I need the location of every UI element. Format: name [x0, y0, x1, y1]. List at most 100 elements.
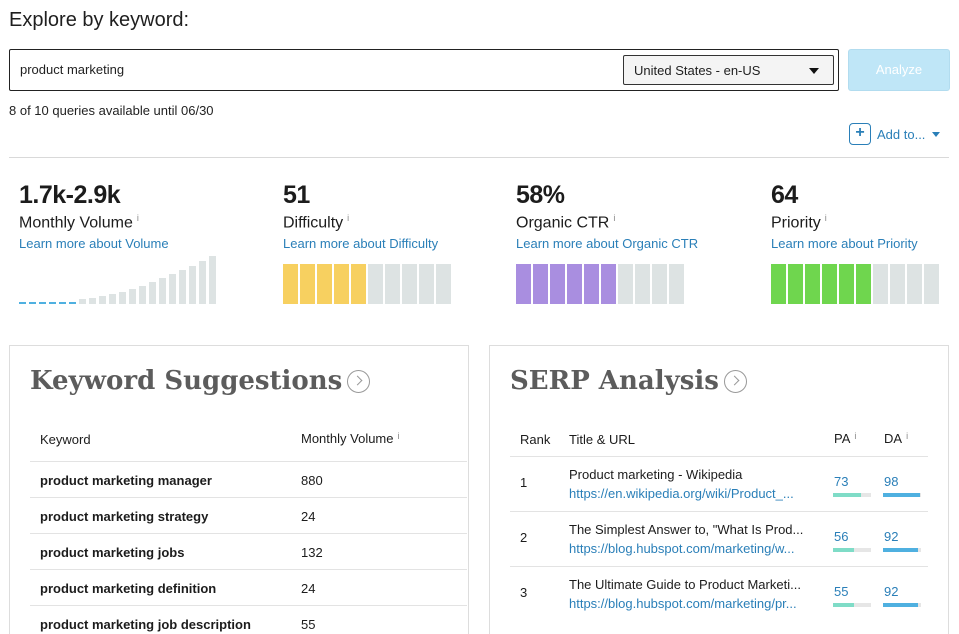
result-url-link[interactable]: https://en.wikipedia.org/wiki/Product_..…	[569, 486, 794, 501]
col-monthly-volume[interactable]: Monthly Volume i	[301, 431, 400, 446]
analyze-button[interactable]: Analyze	[848, 49, 950, 91]
table-row[interactable]: product marketing strategy 24	[30, 497, 467, 533]
meter-segment	[601, 264, 616, 304]
keyword-suggestions-panel: Keyword Suggestions Keyword Monthly Volu…	[9, 345, 469, 634]
table-row: 2 The Simplest Answer to, "What Is Prod..…	[510, 511, 928, 566]
da-value-link[interactable]: 92	[884, 584, 899, 599]
rank-cell: 3	[520, 585, 528, 600]
volume-bar	[19, 302, 26, 304]
metric-value: 51	[283, 181, 310, 209]
volume-cell: 880	[301, 473, 323, 488]
volume-bar	[119, 291, 126, 304]
pa-value-link[interactable]: 55	[834, 584, 849, 599]
volume-cell: 24	[301, 581, 316, 596]
result-title: Product marketing - Wikipedia	[569, 467, 743, 482]
col-keyword[interactable]: Keyword	[40, 432, 91, 447]
panel-title-text: SERP Analysis	[510, 366, 719, 396]
col-da[interactable]: DA i	[884, 431, 908, 446]
meter-segment	[839, 264, 854, 304]
chevron-down-icon	[932, 131, 941, 137]
plus-icon: +	[849, 123, 871, 145]
ctr-meter	[516, 264, 684, 304]
info-icon[interactable]: i	[906, 431, 909, 441]
chevron-right-circle-icon[interactable]	[347, 369, 371, 393]
learn-more-ctr-link[interactable]: Learn more about Organic CTR	[516, 236, 699, 252]
rank-cell: 2	[520, 530, 528, 545]
table-row[interactable]: product marketing jobs 132	[30, 533, 467, 569]
learn-more-volume-link[interactable]: Learn more about Volume	[19, 236, 169, 252]
keyword-cell[interactable]: product marketing strategy	[40, 509, 209, 524]
meter-segment	[516, 264, 531, 304]
col-label: DA	[884, 431, 903, 446]
meter-segment	[584, 264, 599, 304]
metric-difficulty: 51 Difficulty i Learn more about Difficul…	[283, 181, 438, 251]
keyword-cell[interactable]: product marketing job description	[40, 617, 251, 632]
chevron-down-icon	[809, 68, 819, 74]
info-icon[interactable]: i	[613, 213, 616, 223]
meter-segment	[436, 264, 451, 304]
volume-bar	[179, 270, 186, 304]
table-row[interactable]: product marketing job description 55	[30, 605, 467, 634]
volume-bar	[99, 296, 106, 304]
volume-bar	[169, 274, 176, 304]
learn-more-difficulty-link[interactable]: Learn more about Difficulty	[283, 236, 439, 252]
col-label: PA	[834, 431, 851, 446]
serp-analysis-title[interactable]: SERP Analysis	[510, 366, 747, 396]
volume-bar	[79, 299, 86, 304]
volume-bar	[129, 288, 136, 304]
volume-bar	[199, 260, 206, 304]
da-bar-fill	[883, 548, 918, 552]
meter-segment	[822, 264, 837, 304]
volume-bar	[89, 298, 96, 304]
info-icon[interactable]: i	[854, 431, 857, 441]
meter-segment	[652, 264, 667, 304]
table-row[interactable]: product marketing manager 880	[30, 461, 467, 497]
meter-segment	[669, 264, 684, 304]
meter-segment	[351, 264, 366, 304]
table-row: 3 The Ultimate Guide to Product Marketi..…	[510, 566, 928, 621]
panel-title-text: Keyword Suggestions	[30, 366, 343, 396]
da-bar-fill	[883, 603, 918, 607]
result-url-link[interactable]: https://blog.hubspot.com/marketing/pr...	[569, 596, 797, 611]
info-icon[interactable]: i	[824, 213, 827, 223]
volume-bar	[59, 302, 66, 304]
table-row[interactable]: product marketing definition 24	[30, 569, 467, 605]
meter-segment	[419, 264, 434, 304]
volume-bar	[209, 256, 216, 304]
volume-bar	[49, 302, 56, 304]
add-to-button[interactable]: + Add to...	[849, 123, 941, 145]
metric-name-label: Difficulty	[283, 214, 344, 232]
meter-segment	[890, 264, 905, 304]
col-pa[interactable]: PA i	[834, 431, 856, 446]
da-value-link[interactable]: 92	[884, 529, 899, 544]
keyword-cell[interactable]: product marketing definition	[40, 581, 217, 596]
chevron-right-circle-icon[interactable]	[723, 369, 747, 393]
pa-bar-fill	[833, 493, 861, 497]
locale-select[interactable]: United States - en-US	[623, 55, 834, 85]
meter-segment	[334, 264, 349, 304]
result-title: The Ultimate Guide to Product Marketi...	[569, 577, 801, 592]
info-icon[interactable]: i	[347, 213, 350, 223]
info-icon[interactable]: i	[397, 431, 400, 441]
keyword-cell[interactable]: product marketing manager	[40, 473, 212, 488]
keyword-cell[interactable]: product marketing jobs	[40, 545, 185, 560]
pa-value-link[interactable]: 56	[834, 529, 849, 544]
meter-segment	[771, 264, 786, 304]
pa-bar	[833, 493, 871, 497]
volume-cell: 55	[301, 617, 316, 632]
quota-text: 8 of 10 queries available until 06/30	[9, 103, 214, 118]
learn-more-priority-link[interactable]: Learn more about Priority	[771, 236, 918, 252]
meter-segment	[924, 264, 939, 304]
meter-segment	[856, 264, 871, 304]
pa-value-link[interactable]: 73	[834, 474, 849, 489]
col-rank[interactable]: Rank	[520, 432, 551, 447]
info-icon[interactable]: i	[136, 213, 139, 223]
locale-select-value: United States - en-US	[634, 63, 761, 78]
metric-value: 1.7k-2.9k	[19, 181, 121, 209]
col-title-url[interactable]: Title & URL	[569, 432, 635, 447]
result-url-link[interactable]: https://blog.hubspot.com/marketing/w...	[569, 541, 795, 556]
keyword-search-input[interactable]	[20, 62, 610, 77]
da-value-link[interactable]: 98	[884, 474, 899, 489]
volume-cell: 132	[301, 545, 323, 560]
keyword-suggestions-title[interactable]: Keyword Suggestions	[30, 366, 371, 396]
